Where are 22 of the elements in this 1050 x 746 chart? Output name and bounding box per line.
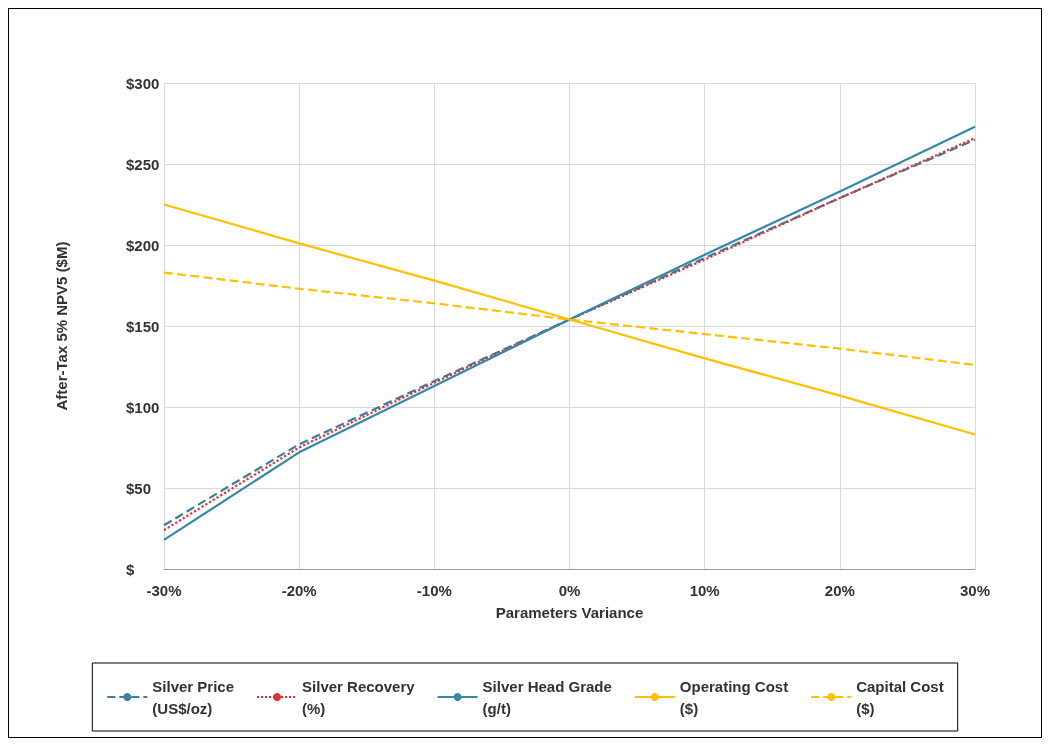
legend-label: Capital Cost ($) <box>856 677 944 717</box>
y-tick-label: $ <box>126 560 135 578</box>
y-tick-label: $50 <box>126 479 152 497</box>
legend-label: Operating Cost ($) <box>679 677 789 717</box>
legend-label: Silver Head Grade (g/t) <box>482 677 612 717</box>
x-tick-label: 0% <box>558 582 581 599</box>
legend-label: Silver Price (US$/oz) <box>152 677 235 717</box>
x-tick-label: -10% <box>416 582 452 599</box>
y-axis-title: After-Tax 5% NPV5 ($M) <box>53 241 70 411</box>
x-tick-label: 30% <box>959 582 991 599</box>
y-tick-label: $100 <box>126 398 160 416</box>
x-tick-label: -20% <box>281 582 317 599</box>
x-tick-label: 10% <box>689 582 720 599</box>
x-tick-label: 20% <box>824 582 855 599</box>
legend-label: Silver Recovery (%) <box>302 677 416 717</box>
y-tick-label: $250 <box>126 155 160 173</box>
y-tick-label: $300 <box>126 74 160 92</box>
y-tick-label: $150 <box>126 317 160 335</box>
x-axis-title: Parameters Variance <box>495 604 644 621</box>
y-tick-label: $200 <box>126 236 160 254</box>
x-tick-label: -30% <box>146 582 182 599</box>
line-series <box>162 203 977 436</box>
